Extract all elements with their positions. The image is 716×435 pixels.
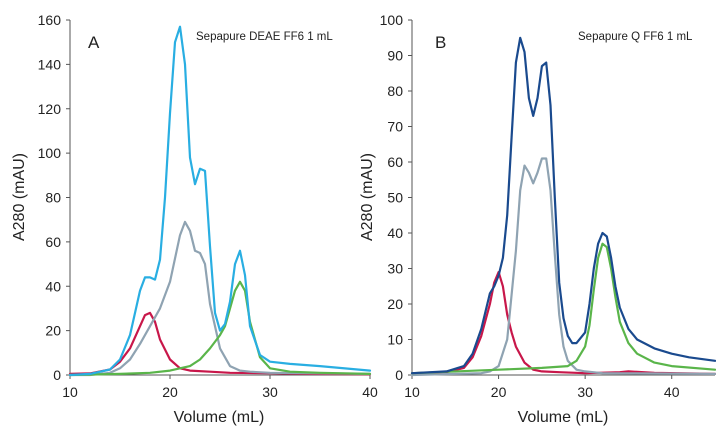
panel-a-annotation: Sepapure DEAE FF6 1 mL xyxy=(196,31,333,43)
panel-a-y-tick-label: 60 xyxy=(45,234,61,250)
panel-b-y-tick-label: 10 xyxy=(387,332,403,348)
panel-a-x-tick-label: 40 xyxy=(362,384,378,400)
panel-b-y-tick-label: 90 xyxy=(387,48,403,64)
chart-panel-a: A Sepapure DEAE FF6 1 mL Volume (mL) A28… xyxy=(11,12,378,426)
panel-b-y-axis-title: A280 (mAU) xyxy=(359,153,376,241)
panel-a-x-tick-label: 30 xyxy=(262,384,278,400)
panel-b-y-tick-label: 30 xyxy=(387,261,403,277)
panel-b-letter: B xyxy=(435,33,446,52)
panel-a-y-tick-label: 120 xyxy=(38,101,62,117)
panel-b-y-tick-label: 80 xyxy=(387,83,403,99)
panel-b-y-tick-label: 60 xyxy=(387,154,403,170)
panel-b-y-tick-label: 100 xyxy=(380,12,404,28)
panel-b-series-line-4 xyxy=(410,36,716,375)
panel-b-annotation: Sepapure Q FF6 1 mL xyxy=(578,31,693,43)
panel-b-y-tick-label: 20 xyxy=(387,296,403,312)
panel-a-series-line-3 xyxy=(68,280,372,377)
panel-b-x-tick-label: 40 xyxy=(664,384,680,400)
panel-a-y-tick-label: 20 xyxy=(45,323,61,339)
panel-a-x-axis-title: Volume (mL) xyxy=(174,409,265,426)
panel-b-series-line-1 xyxy=(410,271,716,375)
panel-b-series-line-3 xyxy=(410,242,716,375)
panel-b-x-tick-label: 10 xyxy=(404,384,420,400)
panel-a-y-axis-title: A280 (mAU) xyxy=(11,153,28,241)
panel-a-y-tick-label: 140 xyxy=(38,56,62,72)
panel-a-y-tick-label: 40 xyxy=(45,278,61,294)
panel-a-y-tick-label: 80 xyxy=(45,190,61,206)
panel-b-series-line-2 xyxy=(410,157,716,377)
panel-a-x-tick-label: 10 xyxy=(62,384,78,400)
panel-a-y-tick-label: 100 xyxy=(38,145,62,161)
panel-a-letter: A xyxy=(88,33,100,52)
panel-a-y-tick-label: 0 xyxy=(53,367,61,383)
panel-a-series-line-2 xyxy=(68,220,372,377)
panel-b-x-tick-label: 30 xyxy=(577,384,593,400)
panel-a-series-line-4 xyxy=(68,25,372,377)
panel-b-y-tick-label: 40 xyxy=(387,225,403,241)
panel-a-series-line-1 xyxy=(68,311,372,376)
panel-b-x-axis-title: Volume (mL) xyxy=(518,409,609,426)
panel-b-y-tick-label: 50 xyxy=(387,190,403,206)
panel-b-y-tick-label: 70 xyxy=(387,119,403,135)
panel-a-y-tick-label: 160 xyxy=(38,12,62,28)
panel-b-y-tick-label: 0 xyxy=(395,367,403,383)
panel-a-x-tick-label: 20 xyxy=(162,384,178,400)
chart-panel-b: B Sepapure Q FF6 1 mL Volume (mL) A280 (… xyxy=(359,12,716,426)
panel-b-x-tick-label: 20 xyxy=(491,384,507,400)
